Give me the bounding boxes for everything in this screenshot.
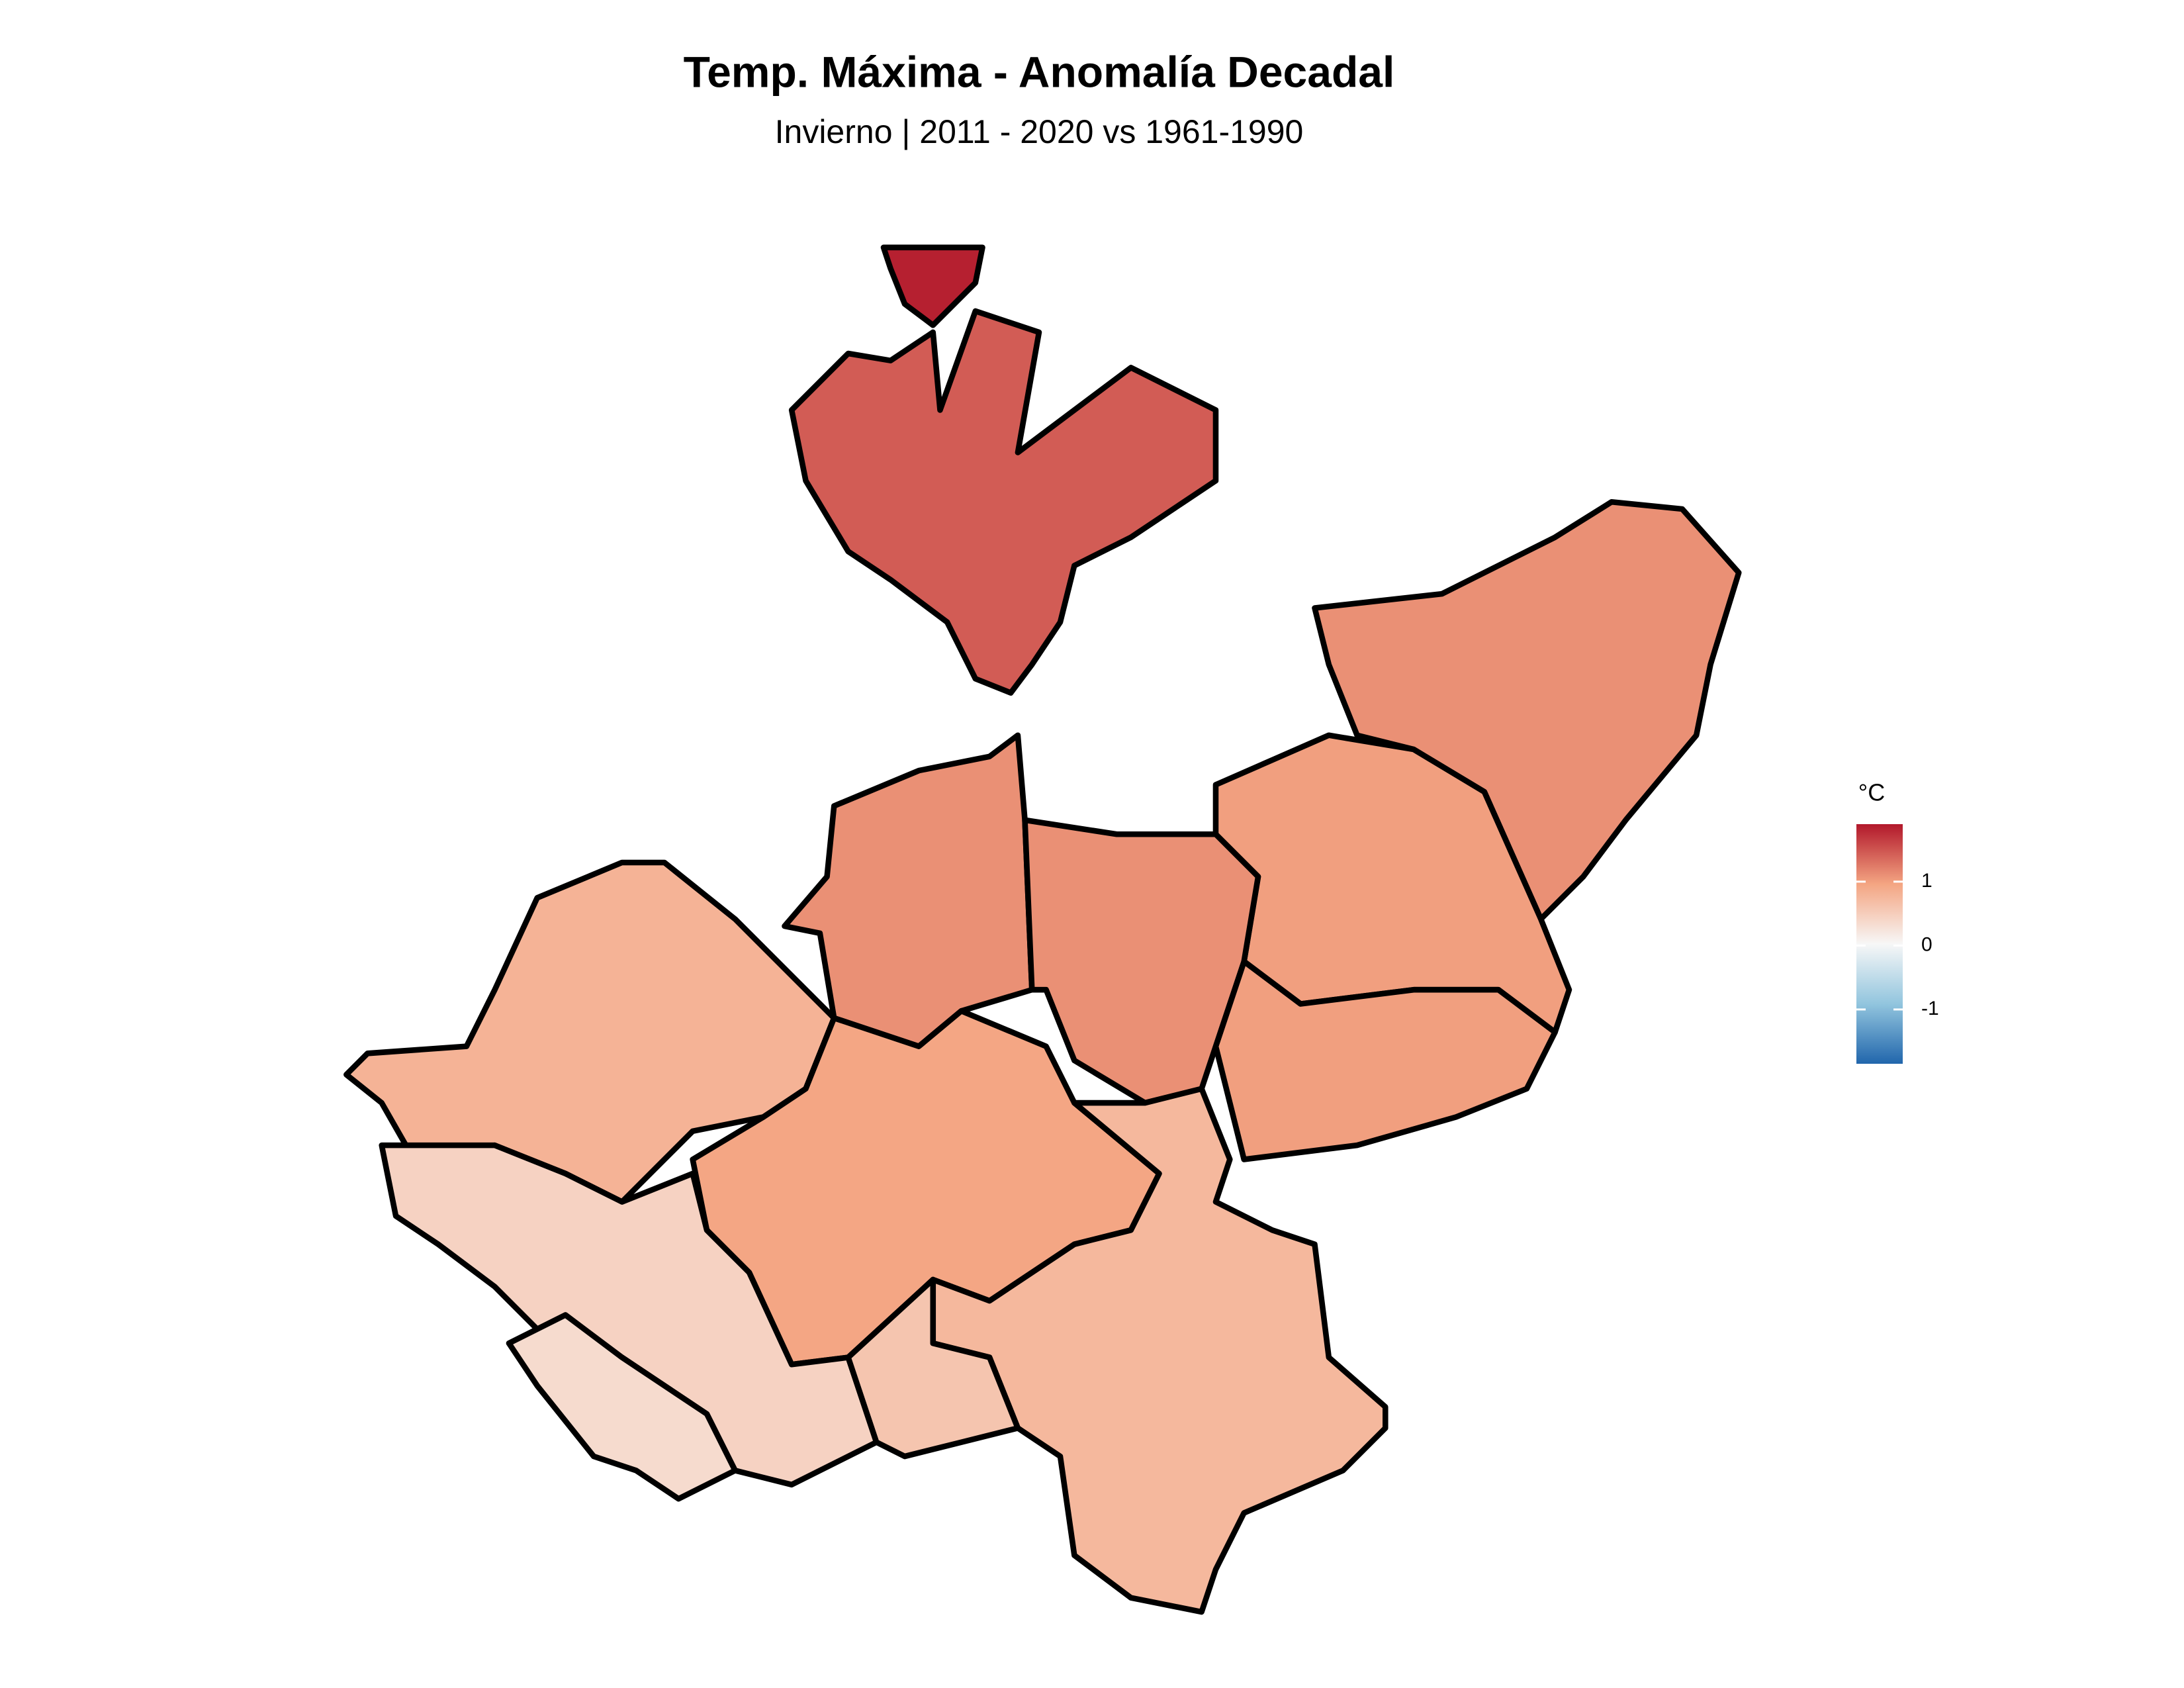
map-subtitle: Invierno | 2011 - 2020 vs 1961-1990 — [775, 113, 1304, 150]
region — [506, 1312, 738, 1502]
region — [880, 244, 985, 328]
map — [343, 244, 1742, 1615]
region — [1022, 817, 1261, 1106]
legend: 1 0 -1 — [1856, 824, 1939, 1064]
map-title: Temp. Máxima - Anomalía Decadal — [684, 47, 1395, 96]
region — [788, 308, 1219, 696]
region — [1212, 959, 1558, 1162]
color-bar — [1856, 824, 1903, 1064]
legend-tick-label: 1 — [1921, 870, 1933, 892]
region — [930, 1086, 1388, 1615]
legend-tick-label: -1 — [1921, 998, 1939, 1019]
legend-title: °C — [1858, 779, 1885, 806]
region — [845, 1276, 1021, 1460]
legend-tick-label: 0 — [1921, 933, 1933, 955]
